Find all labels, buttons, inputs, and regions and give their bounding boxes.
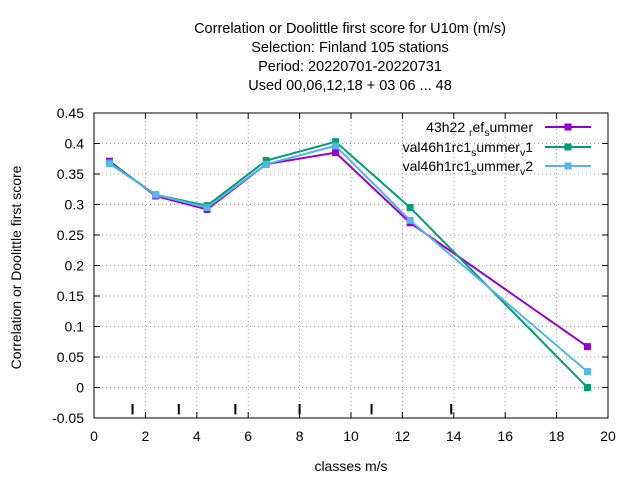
data-point bbox=[406, 216, 414, 224]
series-1 bbox=[105, 149, 591, 351]
x-axis-label: classes m/s bbox=[314, 458, 387, 474]
y-tick-label: -0.05 bbox=[52, 410, 84, 426]
legend: 43h22 refsummerval46h1rc1summerv1val46h1… bbox=[403, 119, 591, 178]
series-line bbox=[108, 140, 589, 389]
y-axis-label: Correlation or Doolittle first score bbox=[8, 165, 24, 369]
y-tick-label: 0.2 bbox=[65, 258, 85, 274]
y-tick-label: 0.3 bbox=[65, 197, 85, 213]
legend-swatch-marker bbox=[564, 162, 572, 170]
legend-label-part: val46h1rc1 bbox=[403, 139, 472, 155]
series-3 bbox=[105, 142, 591, 376]
legend-swatch-marker bbox=[564, 143, 572, 151]
x-tick-label: 16 bbox=[497, 428, 513, 444]
legend-label-part: ummer bbox=[489, 119, 533, 135]
y-tick-label: 0 bbox=[76, 380, 84, 396]
legend-label: val46h1rc1summerv2 bbox=[403, 158, 534, 178]
legend-label: 43h22 refsummer bbox=[426, 119, 533, 139]
data-point bbox=[332, 142, 340, 150]
data-point bbox=[332, 149, 340, 157]
plot-series bbox=[105, 138, 591, 391]
data-point bbox=[583, 368, 591, 376]
x-tick-label: 12 bbox=[395, 428, 411, 444]
legend-label-part: v bbox=[520, 166, 526, 178]
data-point bbox=[262, 157, 270, 165]
series-line bbox=[108, 144, 589, 373]
x-tick-label: 2 bbox=[142, 428, 150, 444]
y-tick-label: 0.15 bbox=[57, 288, 84, 304]
legend-label-part: 2 bbox=[525, 158, 533, 174]
x-tick-label: 14 bbox=[446, 428, 462, 444]
legend-label-part: 1 bbox=[525, 139, 533, 155]
legend-label-part: s bbox=[471, 166, 476, 178]
x-tick-label: 8 bbox=[296, 428, 304, 444]
legend-label-part: ummer bbox=[476, 158, 520, 174]
x-tick-label: 0 bbox=[90, 428, 98, 444]
legend-label-part: val46h1rc1 bbox=[403, 158, 472, 174]
legend-label-part: v bbox=[520, 147, 526, 159]
series-2 bbox=[105, 138, 591, 391]
title-line: Period: 20220701-20220731 bbox=[258, 59, 442, 75]
legend-label-part: s bbox=[484, 127, 489, 139]
grid bbox=[94, 113, 608, 418]
legend-item-3: val46h1rc1summerv2 bbox=[403, 158, 591, 178]
title-line: Correlation or Doolittle first score for… bbox=[194, 21, 506, 37]
x-tick-label: 10 bbox=[343, 428, 359, 444]
series-line bbox=[108, 151, 588, 348]
data-point bbox=[406, 204, 414, 212]
data-point bbox=[152, 191, 160, 199]
x-tick-label: 20 bbox=[600, 428, 616, 444]
data-point bbox=[262, 160, 270, 168]
y-tick-label: 0.1 bbox=[65, 319, 85, 335]
title-line: Used 00,06,12,18 + 03 06 ... 48 bbox=[248, 78, 452, 94]
y-tick-label: 0.45 bbox=[57, 105, 84, 121]
class-boundary-ticks bbox=[131, 403, 453, 415]
y-tick-label: 0.25 bbox=[57, 227, 84, 243]
chart-title: Correlation or Doolittle first score for… bbox=[194, 21, 506, 94]
legend-swatch-marker bbox=[564, 123, 572, 131]
y-tick-label: 0.35 bbox=[57, 166, 84, 182]
data-point bbox=[583, 343, 591, 351]
data-point bbox=[583, 384, 591, 391]
x-tick-label: 6 bbox=[244, 428, 252, 444]
legend-label-part: ef bbox=[473, 119, 485, 135]
data-point bbox=[203, 204, 211, 212]
legend-label-part: s bbox=[471, 147, 476, 159]
legend-label-part: ummer bbox=[476, 139, 520, 155]
x-axis-ticks: 0 2 4 6 8 10 12 14 16 18 20 bbox=[90, 113, 616, 444]
legend-item-2: val46h1rc1summerv1 bbox=[403, 139, 591, 159]
legend-label-part: r bbox=[469, 127, 473, 139]
x-tick-label: 18 bbox=[549, 428, 565, 444]
x-tick-label: 4 bbox=[193, 428, 201, 444]
y-axis-ticks: -0.05 0 0.05 0.1 0.15 0.2 0.25 0.3 0.35 0.4 0.45 bbox=[52, 105, 608, 426]
y-tick-label: 0.05 bbox=[57, 349, 84, 365]
data-point bbox=[332, 138, 340, 146]
legend-label-part: 43h22 bbox=[426, 119, 469, 135]
data-point bbox=[105, 160, 113, 168]
title-line: Selection: Finland 105 stations bbox=[251, 40, 449, 56]
legend-item-1: 43h22 refsummer bbox=[426, 119, 591, 139]
y-tick-label: 0.4 bbox=[65, 136, 85, 152]
legend-label: val46h1rc1summerv1 bbox=[403, 139, 534, 159]
